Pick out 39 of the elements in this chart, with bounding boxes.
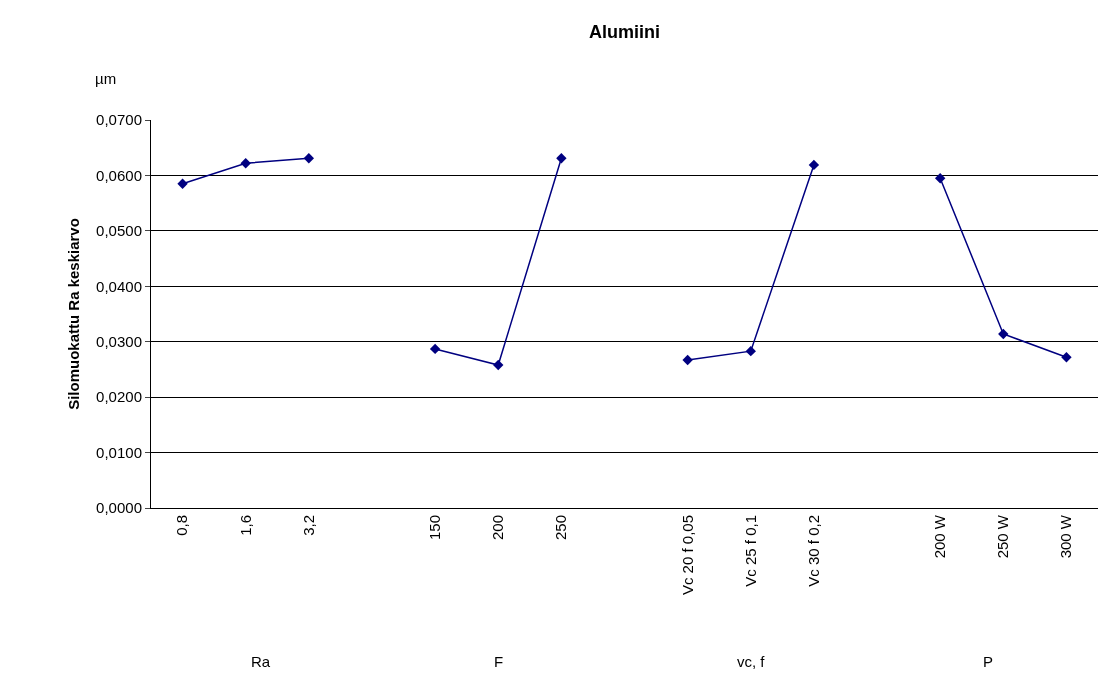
point [1061, 352, 1072, 363]
y-axis-title: Silomuokattu Ra keskiarvo [65, 218, 83, 410]
x-tick-label: 1,6 [236, 515, 254, 536]
text: vc, f [737, 653, 766, 670]
x-tick-label: 200 W [931, 514, 949, 559]
point [303, 153, 315, 164]
point [177, 178, 188, 189]
x-tick-label: 250 W [994, 514, 1012, 559]
x-tick-label: 3,2 [299, 515, 317, 536]
point [745, 345, 756, 357]
point [682, 354, 693, 366]
x-tick-label: Vc 20 f 0,05 [678, 515, 696, 596]
text: µm [95, 70, 117, 87]
point [240, 158, 251, 169]
x-tick-label: Vc 25 f 0,1 [741, 515, 759, 587]
x-tick-label: Vc 30 f 0,2 [804, 515, 822, 587]
point [934, 173, 946, 184]
point [556, 153, 567, 164]
point [493, 359, 504, 371]
x-tick-label: 300 W [1057, 514, 1075, 559]
y-tick-label: 0,0300 [96, 332, 142, 350]
x-tick-label: 250 [552, 515, 570, 541]
x-tick-label: 150 [425, 515, 443, 541]
x-tick-label: 0,8 [173, 515, 191, 536]
y-tick-label: 0,0100 [96, 443, 142, 461]
chart-title: Alumiini [589, 21, 660, 42]
text: F [494, 653, 504, 670]
y-tick-label: 0,0200 [96, 388, 142, 406]
point [808, 159, 820, 171]
y-tick-label: 0,0600 [96, 166, 142, 184]
y-tick-label: 0,0500 [96, 222, 142, 240]
y-tick-label: 0,0400 [96, 277, 142, 295]
x-tick-label: 200 [489, 515, 507, 541]
y-tick-label: 0,0700 [96, 111, 142, 129]
text: Ra [251, 653, 271, 670]
point [998, 328, 1009, 340]
y-tick-label: 0,0000 [96, 499, 142, 517]
text: P [983, 653, 994, 670]
point [429, 343, 441, 355]
